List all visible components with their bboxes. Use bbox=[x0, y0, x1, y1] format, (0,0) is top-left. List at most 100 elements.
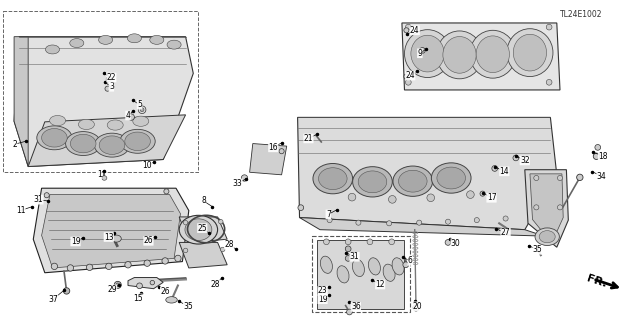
Circle shape bbox=[138, 106, 146, 114]
Ellipse shape bbox=[102, 176, 107, 180]
Text: 33: 33 bbox=[232, 179, 243, 188]
Ellipse shape bbox=[133, 116, 149, 126]
Circle shape bbox=[467, 191, 474, 198]
Circle shape bbox=[420, 48, 425, 53]
Circle shape bbox=[593, 153, 600, 160]
Text: 24: 24 bbox=[405, 71, 415, 80]
Ellipse shape bbox=[393, 166, 433, 196]
Text: 9: 9 bbox=[417, 49, 422, 58]
Ellipse shape bbox=[358, 171, 387, 193]
Ellipse shape bbox=[42, 129, 67, 147]
Circle shape bbox=[346, 239, 351, 245]
Circle shape bbox=[480, 191, 485, 196]
Ellipse shape bbox=[337, 266, 349, 283]
Text: 6: 6 bbox=[408, 256, 413, 265]
Circle shape bbox=[137, 283, 142, 289]
Text: 24: 24 bbox=[410, 26, 420, 35]
Ellipse shape bbox=[431, 163, 471, 193]
Circle shape bbox=[492, 166, 497, 171]
Text: 32: 32 bbox=[520, 156, 530, 165]
Circle shape bbox=[534, 205, 539, 210]
Circle shape bbox=[404, 74, 409, 79]
Polygon shape bbox=[14, 37, 193, 167]
Text: 19: 19 bbox=[70, 237, 81, 246]
Circle shape bbox=[417, 220, 422, 225]
Ellipse shape bbox=[399, 170, 427, 192]
Polygon shape bbox=[42, 195, 180, 268]
Circle shape bbox=[279, 149, 284, 154]
Circle shape bbox=[389, 239, 394, 245]
Ellipse shape bbox=[50, 115, 65, 126]
Polygon shape bbox=[300, 218, 544, 236]
Ellipse shape bbox=[95, 133, 129, 157]
Ellipse shape bbox=[443, 36, 476, 73]
Circle shape bbox=[388, 196, 396, 203]
Text: 27: 27 bbox=[500, 228, 511, 237]
Text: 19: 19 bbox=[317, 295, 328, 304]
Text: 37: 37 bbox=[48, 295, 58, 304]
Circle shape bbox=[406, 24, 411, 30]
Text: 1: 1 bbox=[97, 170, 102, 179]
Ellipse shape bbox=[437, 167, 465, 189]
Text: FR.: FR. bbox=[585, 273, 607, 289]
Ellipse shape bbox=[167, 40, 181, 49]
Polygon shape bbox=[28, 115, 186, 167]
Text: 36: 36 bbox=[351, 302, 361, 311]
Circle shape bbox=[298, 205, 303, 211]
Text: 7: 7 bbox=[326, 210, 331, 219]
Ellipse shape bbox=[120, 130, 155, 153]
Polygon shape bbox=[179, 217, 227, 242]
Circle shape bbox=[144, 260, 150, 266]
Circle shape bbox=[86, 264, 93, 271]
Circle shape bbox=[184, 220, 188, 225]
Text: 35: 35 bbox=[183, 302, 193, 311]
Text: 20: 20 bbox=[412, 302, 422, 311]
Circle shape bbox=[406, 79, 411, 85]
Text: 31: 31 bbox=[349, 252, 360, 261]
Text: 16: 16 bbox=[268, 143, 278, 152]
Circle shape bbox=[184, 248, 188, 253]
Polygon shape bbox=[14, 37, 28, 167]
Circle shape bbox=[327, 218, 332, 223]
Text: 31: 31 bbox=[33, 195, 44, 204]
Polygon shape bbox=[317, 240, 404, 309]
Circle shape bbox=[387, 221, 392, 226]
Ellipse shape bbox=[436, 31, 483, 79]
Text: 4: 4 bbox=[125, 111, 131, 120]
Text: 23: 23 bbox=[317, 286, 328, 295]
Ellipse shape bbox=[79, 119, 95, 130]
Circle shape bbox=[557, 175, 563, 181]
Ellipse shape bbox=[507, 29, 553, 77]
Circle shape bbox=[105, 86, 110, 91]
Circle shape bbox=[44, 193, 49, 198]
Ellipse shape bbox=[179, 215, 218, 244]
Circle shape bbox=[346, 256, 351, 261]
Text: 28: 28 bbox=[211, 280, 220, 289]
Text: 11: 11 bbox=[16, 206, 25, 215]
Circle shape bbox=[534, 175, 539, 181]
Circle shape bbox=[219, 219, 223, 224]
Ellipse shape bbox=[369, 258, 380, 275]
Circle shape bbox=[125, 262, 131, 268]
Ellipse shape bbox=[321, 256, 332, 273]
Ellipse shape bbox=[540, 231, 556, 243]
Ellipse shape bbox=[125, 132, 150, 151]
Text: 26: 26 bbox=[143, 236, 154, 245]
Circle shape bbox=[413, 305, 419, 311]
Circle shape bbox=[162, 258, 168, 264]
Text: 25: 25 bbox=[197, 224, 207, 233]
Circle shape bbox=[63, 288, 70, 294]
Text: 26: 26 bbox=[160, 287, 170, 296]
Ellipse shape bbox=[166, 297, 177, 303]
Circle shape bbox=[577, 174, 583, 181]
Ellipse shape bbox=[513, 34, 547, 71]
Circle shape bbox=[347, 309, 352, 315]
Circle shape bbox=[595, 145, 600, 150]
Circle shape bbox=[445, 219, 451, 224]
Circle shape bbox=[128, 114, 134, 120]
Circle shape bbox=[150, 280, 154, 285]
Ellipse shape bbox=[392, 258, 404, 275]
Circle shape bbox=[445, 240, 451, 245]
Polygon shape bbox=[525, 170, 568, 247]
Text: 17: 17 bbox=[486, 193, 497, 202]
